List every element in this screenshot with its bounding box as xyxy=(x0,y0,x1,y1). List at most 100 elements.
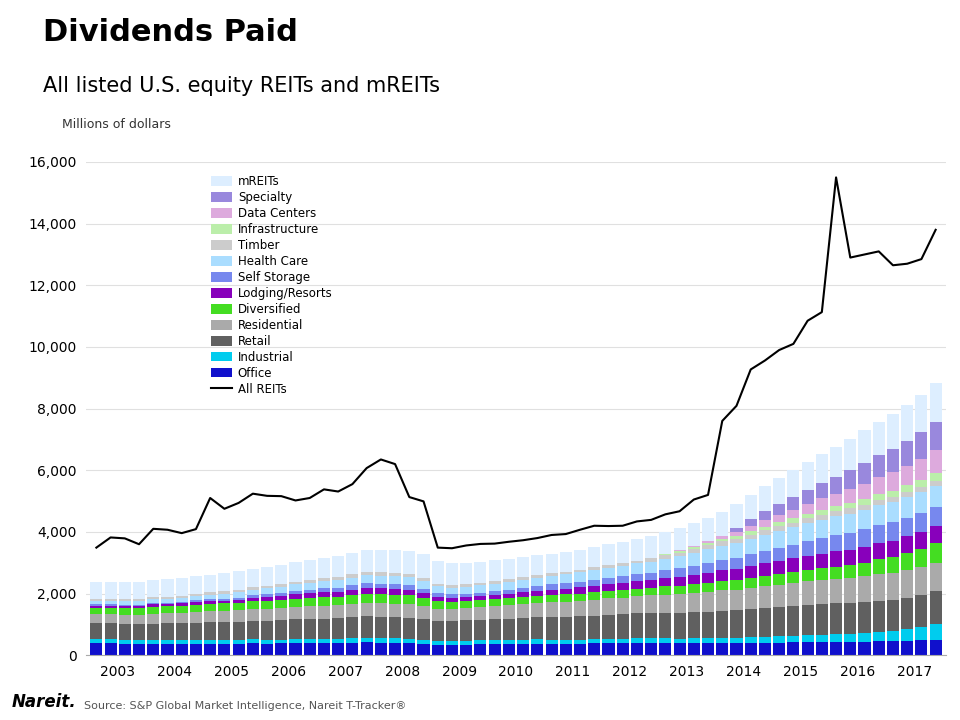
Bar xyxy=(503,580,515,582)
Bar xyxy=(887,541,899,557)
Bar xyxy=(517,640,529,644)
Bar xyxy=(389,617,401,639)
Bar xyxy=(901,518,913,536)
Bar xyxy=(204,595,216,599)
Bar xyxy=(133,599,145,601)
Bar xyxy=(432,644,444,655)
Bar xyxy=(332,618,345,639)
Bar xyxy=(176,595,188,598)
Bar xyxy=(574,593,586,600)
Bar xyxy=(176,613,188,623)
Bar xyxy=(190,612,202,623)
Bar xyxy=(702,563,714,572)
Bar xyxy=(574,550,586,570)
Bar xyxy=(489,644,501,655)
Bar xyxy=(716,512,729,536)
Bar xyxy=(474,582,487,585)
Bar xyxy=(303,606,316,619)
Bar xyxy=(616,577,629,583)
Bar xyxy=(901,570,913,598)
Bar xyxy=(844,603,856,634)
Text: Dividends Paid: Dividends Paid xyxy=(43,18,298,47)
Bar xyxy=(901,492,913,498)
Bar xyxy=(873,600,885,631)
Bar xyxy=(218,594,230,598)
Bar xyxy=(603,598,614,615)
Bar xyxy=(603,615,614,639)
Bar xyxy=(332,580,345,588)
Bar xyxy=(916,513,927,532)
Bar xyxy=(432,561,444,584)
Bar xyxy=(745,609,756,637)
Bar xyxy=(588,547,600,567)
Bar xyxy=(147,640,159,644)
Bar xyxy=(873,631,885,642)
Bar xyxy=(687,639,700,643)
Bar xyxy=(745,534,756,539)
Bar xyxy=(105,614,116,624)
Bar xyxy=(347,604,358,618)
Bar xyxy=(603,544,614,565)
Bar xyxy=(802,518,814,523)
Bar xyxy=(929,423,942,451)
Bar xyxy=(574,644,586,655)
Bar xyxy=(105,606,116,608)
Bar xyxy=(204,644,216,655)
Bar xyxy=(374,584,387,588)
Bar xyxy=(674,568,685,577)
Bar xyxy=(290,591,301,594)
Bar xyxy=(374,588,387,594)
Bar xyxy=(446,563,458,585)
Bar xyxy=(616,566,629,577)
Bar xyxy=(503,598,515,606)
Bar xyxy=(232,621,245,640)
Bar xyxy=(588,616,600,639)
Bar xyxy=(631,564,643,575)
Bar xyxy=(261,586,273,588)
Bar xyxy=(276,644,287,655)
Bar xyxy=(887,449,899,472)
Bar xyxy=(787,544,800,558)
Bar xyxy=(816,498,828,510)
Bar xyxy=(161,640,174,644)
Bar xyxy=(303,619,316,639)
Bar xyxy=(147,605,159,607)
Bar xyxy=(261,644,273,655)
Bar xyxy=(446,641,458,644)
Bar xyxy=(232,640,245,644)
Bar xyxy=(545,554,558,573)
Bar xyxy=(276,587,287,593)
Bar xyxy=(901,466,913,485)
Bar xyxy=(303,560,316,580)
Bar xyxy=(218,644,230,655)
Bar xyxy=(303,583,316,590)
Bar xyxy=(347,595,358,604)
Bar xyxy=(687,575,700,584)
Bar xyxy=(802,570,814,582)
Bar xyxy=(303,593,316,598)
Bar xyxy=(361,638,372,642)
Bar xyxy=(545,617,558,640)
Bar xyxy=(517,588,529,593)
Bar xyxy=(133,640,145,644)
Bar xyxy=(731,611,742,638)
Bar xyxy=(787,558,800,572)
Bar xyxy=(660,578,671,586)
Bar xyxy=(489,595,501,599)
Bar xyxy=(802,556,814,570)
Bar xyxy=(929,507,942,526)
Bar xyxy=(517,593,529,597)
Bar xyxy=(418,606,429,619)
Bar xyxy=(916,432,927,459)
Bar xyxy=(660,554,671,555)
Bar xyxy=(773,548,785,561)
Bar xyxy=(588,639,600,644)
Bar xyxy=(830,494,842,506)
Bar xyxy=(119,582,131,600)
Bar xyxy=(887,415,899,449)
Bar xyxy=(802,490,814,504)
Bar xyxy=(687,547,700,549)
Bar xyxy=(773,478,785,504)
Bar xyxy=(119,644,131,655)
Bar xyxy=(588,586,600,593)
